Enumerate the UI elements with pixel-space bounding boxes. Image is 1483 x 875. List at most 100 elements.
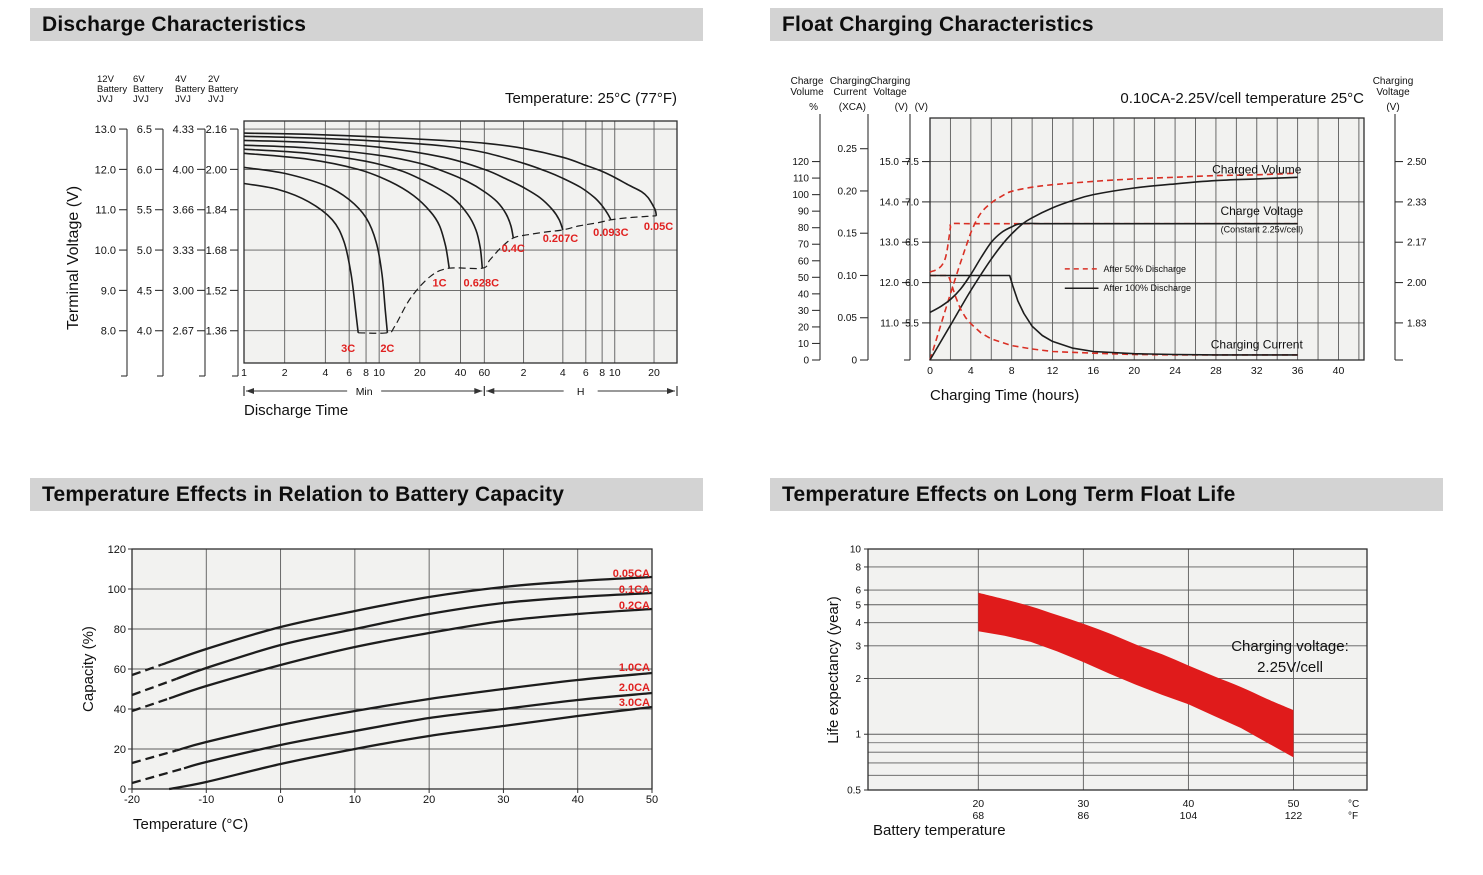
svg-text:(V): (V): [895, 102, 908, 113]
svg-text:50: 50: [646, 794, 658, 806]
discharge-curves: 3C 2C 1C 0.628C 0.4C 0.207C 0.093C 0.05C: [243, 132, 673, 355]
svg-text:Charging: Charging: [1373, 76, 1414, 87]
annotations: Charged Volume Charge Voltage (Constant 2.…: [1064, 163, 1304, 352]
svg-text:2.50: 2.50: [1407, 157, 1427, 168]
svg-text:2.17: 2.17: [1407, 238, 1427, 249]
svg-text:1: 1: [241, 367, 247, 379]
svg-text:Volume: Volume: [790, 87, 824, 98]
svg-text:120: 120: [792, 157, 809, 168]
section-header-float-life: Temperature Effects on Long Term Float L…: [770, 478, 1443, 511]
svg-text:JVJ: JVJ: [208, 94, 224, 105]
svg-text:8: 8: [855, 562, 861, 573]
svg-text:0: 0: [927, 365, 933, 377]
svg-text:1.36: 1.36: [206, 326, 227, 338]
svg-text:Charged Volume: Charged Volume: [1212, 163, 1302, 177]
svg-text:20: 20: [423, 794, 435, 806]
svg-text:1.0CA: 1.0CA: [619, 662, 650, 674]
svg-text:60: 60: [798, 256, 810, 267]
svg-text:1.83: 1.83: [1407, 318, 1427, 329]
svg-text:11.0: 11.0: [880, 318, 899, 329]
svg-text:°F: °F: [1348, 811, 1358, 822]
svg-text:122: 122: [1285, 810, 1303, 822]
svg-text:80: 80: [114, 624, 126, 636]
svg-text:30: 30: [497, 794, 509, 806]
svg-text:Charge: Charge: [791, 76, 824, 87]
svg-text:6.0: 6.0: [905, 278, 919, 289]
svg-text:%: %: [809, 102, 818, 113]
life-band: [978, 592, 1294, 758]
svg-text:68: 68: [972, 810, 984, 822]
svg-text:3.00: 3.00: [173, 285, 194, 297]
svg-text:7.5: 7.5: [905, 157, 919, 168]
svg-text:°C: °C: [1348, 799, 1359, 810]
svg-text:5: 5: [855, 600, 861, 611]
svg-text:2V: 2V: [208, 74, 220, 85]
svg-text:2.25V/cell: 2.25V/cell: [1257, 659, 1323, 676]
svg-text:0: 0: [120, 784, 126, 796]
svg-text:4: 4: [968, 365, 974, 377]
svg-text:10: 10: [798, 339, 810, 350]
svg-text:Voltage: Voltage: [1376, 87, 1410, 98]
svg-text:8: 8: [363, 367, 369, 379]
svg-text:60: 60: [114, 664, 126, 676]
svg-text:Min: Min: [356, 386, 373, 398]
svg-text:6: 6: [583, 367, 589, 379]
svg-text:16: 16: [1088, 365, 1100, 377]
svg-text:8: 8: [1009, 365, 1015, 377]
section-header-temp-capacity: Temperature Effects in Relation to Batte…: [30, 478, 703, 511]
svg-text:Current: Current: [833, 87, 867, 98]
grid: [868, 549, 1367, 790]
svg-text:86: 86: [1078, 810, 1090, 822]
svg-text:12V: 12V: [97, 74, 115, 85]
svg-text:6.5: 6.5: [137, 124, 152, 136]
svg-text:30: 30: [798, 306, 810, 317]
capacity-curves: 0.05CA 0.1CA 0.2CA 1.0CA 2.0CA 3.0CA: [131, 568, 653, 791]
svg-text:20: 20: [798, 322, 810, 333]
svg-text:2C: 2C: [380, 343, 394, 355]
svg-text:0.207C: 0.207C: [543, 233, 579, 245]
svg-text:Life expectancy (year): Life expectancy (year): [825, 596, 842, 744]
svg-text:0.2CA: 0.2CA: [619, 600, 650, 612]
svg-text:40: 40: [798, 289, 810, 300]
svg-text:4.00: 4.00: [173, 164, 194, 176]
svg-text:(XCA): (XCA): [839, 102, 866, 113]
float-life-plot: Charging voltage:2.25V/cell1086543210.52…: [825, 545, 1368, 839]
svg-text:0: 0: [851, 356, 857, 367]
grid: [930, 118, 1364, 360]
svg-text:13.0: 13.0: [880, 238, 900, 249]
svg-text:40: 40: [114, 704, 126, 716]
svg-text:10: 10: [349, 794, 361, 806]
svg-text:-10: -10: [198, 794, 214, 806]
svg-text:2.00: 2.00: [206, 164, 227, 176]
annotation: Charging voltage: 2.25V/cell: [1231, 638, 1349, 676]
svg-text:110: 110: [793, 174, 809, 185]
svg-text:4.0: 4.0: [137, 326, 152, 338]
svg-text:5.0: 5.0: [137, 245, 152, 257]
svg-text:(V): (V): [915, 102, 928, 113]
svg-text:0.5: 0.5: [847, 786, 861, 797]
svg-text:11.0: 11.0: [95, 205, 116, 217]
svg-text:9.0: 9.0: [101, 285, 116, 297]
svg-text:4: 4: [322, 367, 328, 379]
svg-text:3C: 3C: [341, 343, 355, 355]
svg-text:Discharge Time: Discharge Time: [244, 402, 348, 419]
svg-text:Battery temperature: Battery temperature: [873, 822, 1006, 839]
svg-text:Charging Current: Charging Current: [1211, 338, 1304, 352]
svg-text:2: 2: [855, 674, 861, 685]
svg-text:2.16: 2.16: [206, 124, 227, 136]
svg-text:80: 80: [798, 223, 810, 234]
svg-text:4: 4: [855, 618, 861, 629]
svg-text:24: 24: [1169, 365, 1181, 377]
svg-text:28: 28: [1210, 365, 1222, 377]
svg-text:0.05CA: 0.05CA: [613, 568, 650, 580]
svg-text:Battery: Battery: [175, 84, 205, 95]
svg-text:10: 10: [850, 545, 862, 556]
svg-text:4.5: 4.5: [137, 285, 152, 297]
svg-text:32: 32: [1251, 365, 1263, 377]
svg-text:60: 60: [478, 367, 490, 379]
svg-text:6: 6: [346, 367, 352, 379]
float-charging-plot: Charged Volume Charge Voltage (Constant 2.…: [790, 76, 1427, 404]
svg-text:20: 20: [1128, 365, 1140, 377]
